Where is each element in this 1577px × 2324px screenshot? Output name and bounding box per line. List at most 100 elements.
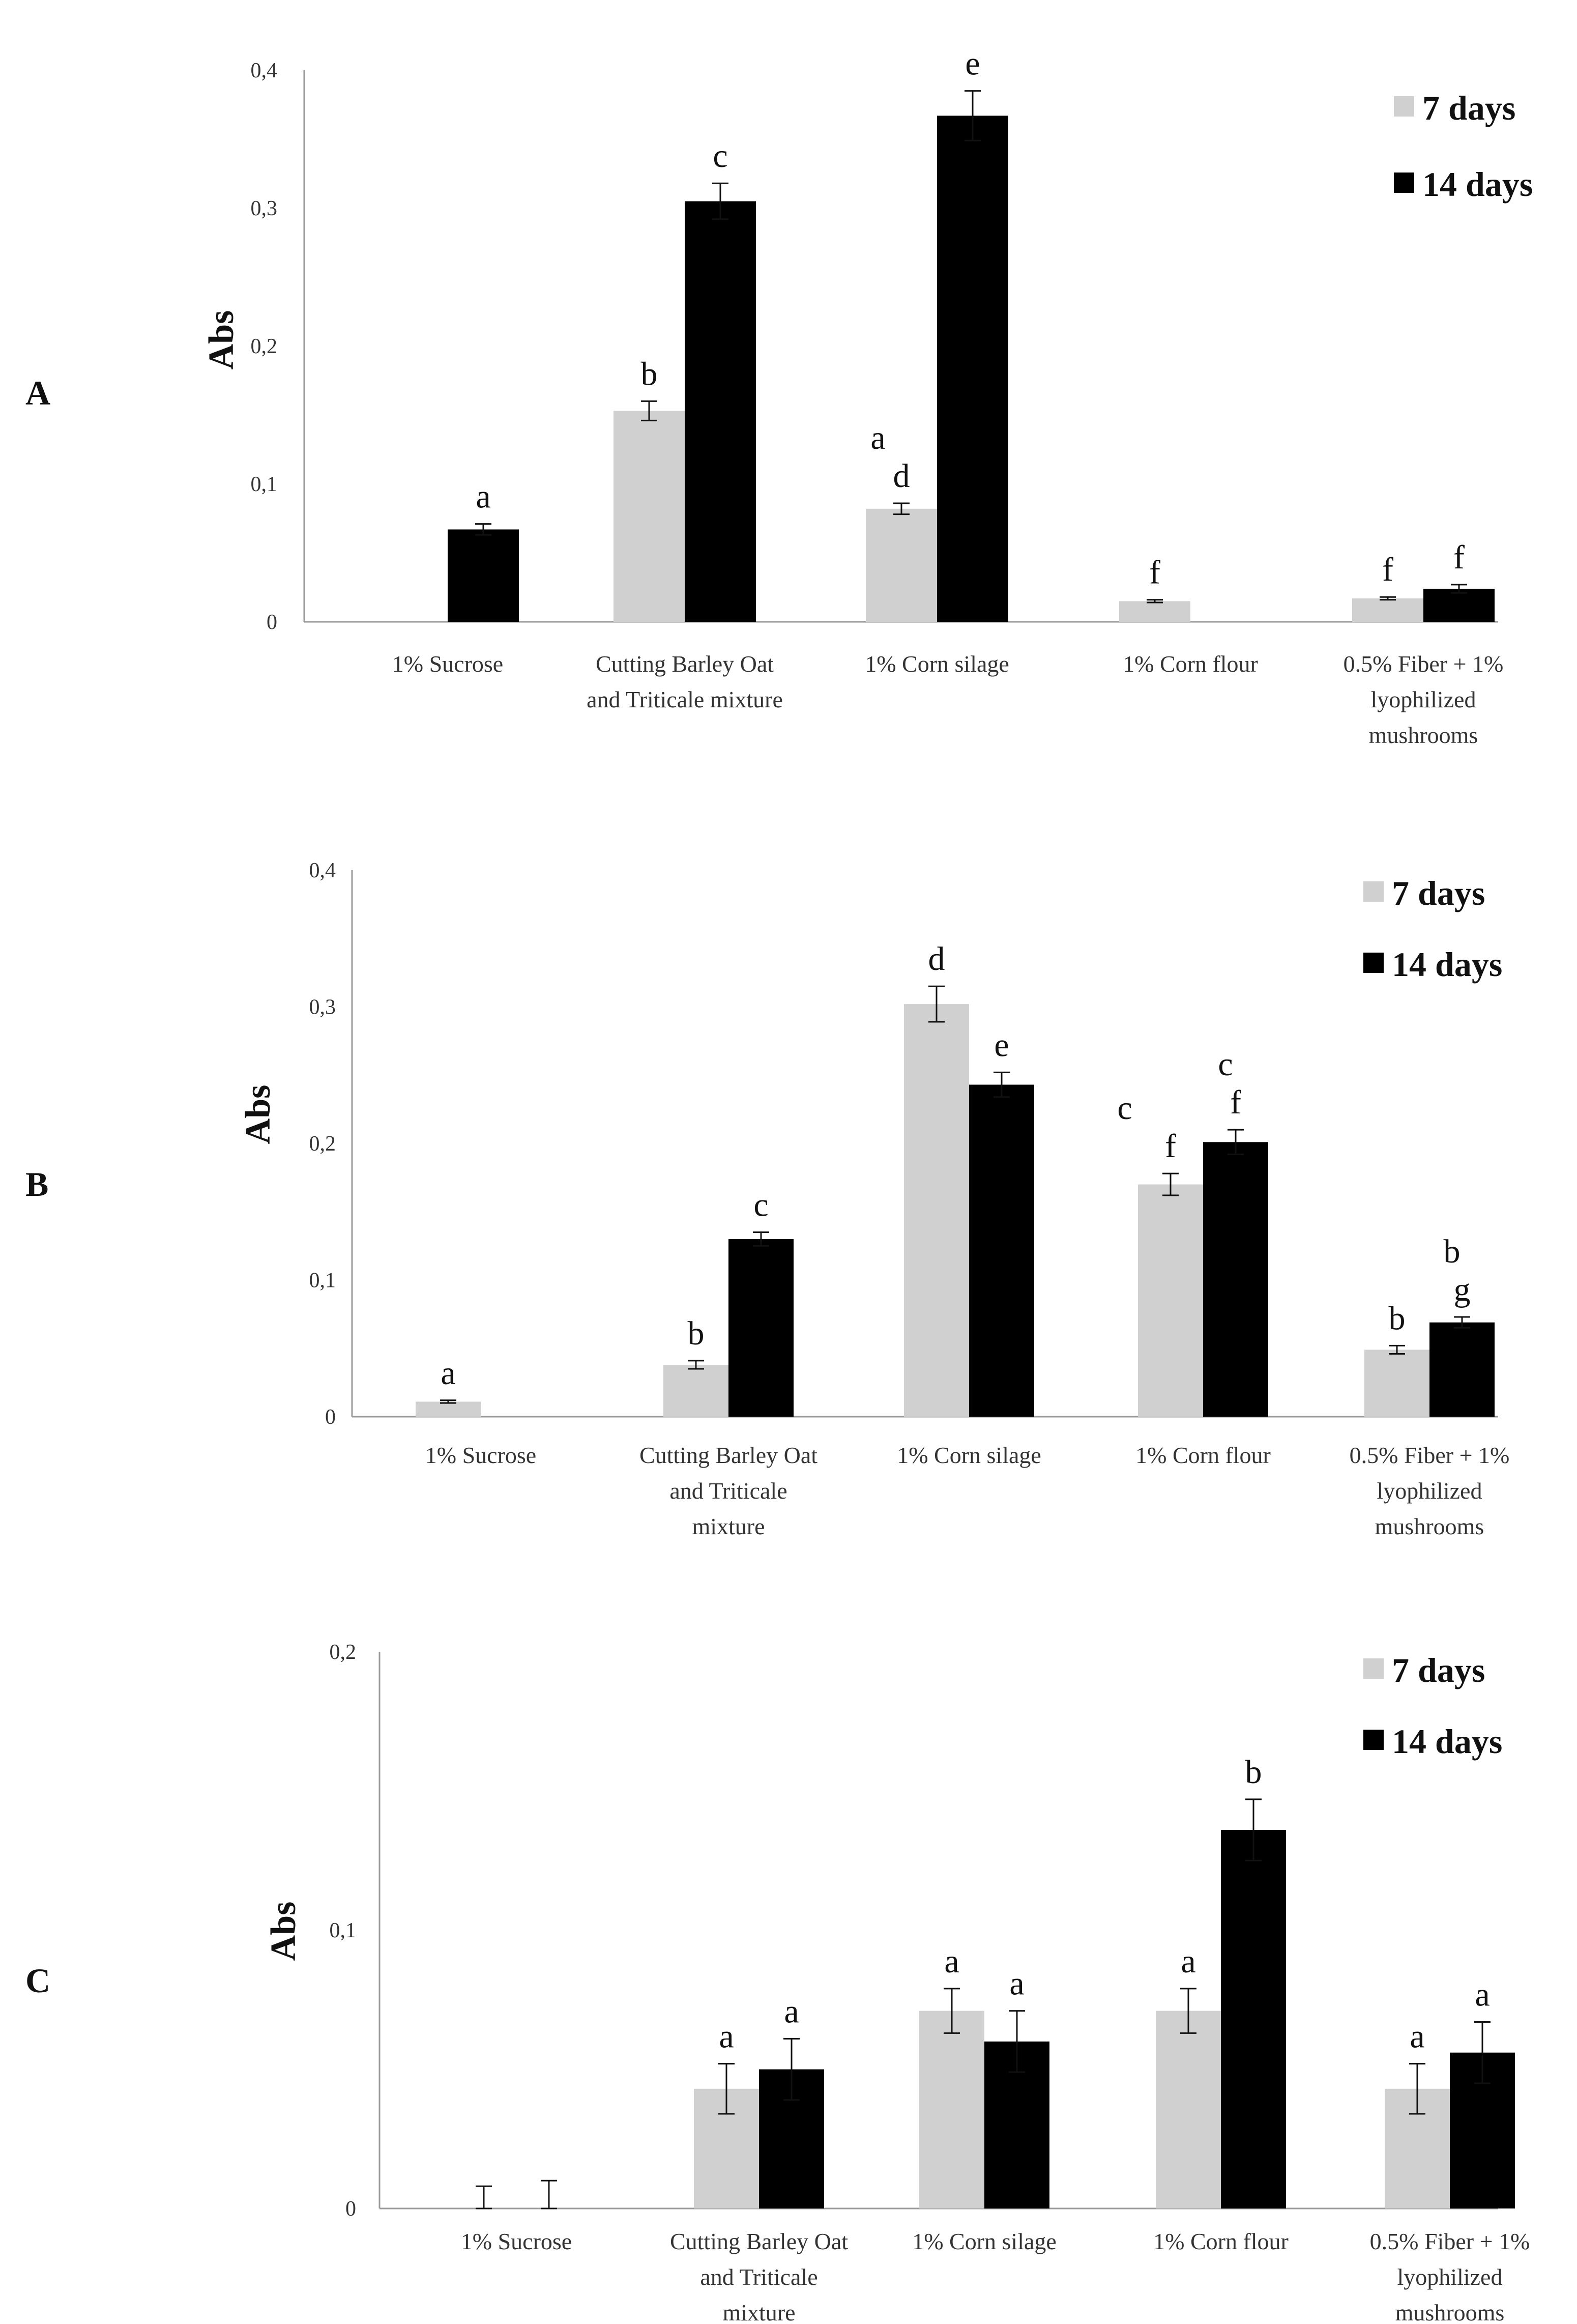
error-bar [893, 502, 910, 515]
legend-label-14-days: 14 days [1392, 945, 1502, 984]
bar-14-days [969, 1084, 1034, 1417]
error-bar [753, 1231, 769, 1247]
error-bar [944, 1988, 960, 2034]
bar-7-days [663, 1364, 728, 1417]
x-category-label: 1% Corn flour [1123, 651, 1258, 677]
error-bar [718, 2063, 735, 2115]
legend-label-7-days: 7 days [1422, 89, 1515, 127]
error-bar [1389, 1344, 1405, 1355]
y-tick-label: 0,4 [309, 859, 336, 882]
legend-label-14-days: 14 days [1422, 165, 1533, 204]
bar-14-days [1423, 588, 1495, 622]
error-bar [476, 2185, 492, 2210]
x-category-label: 0.5% Fiber + 1% lyophilized mushrooms [1370, 2228, 1530, 2324]
error-bar [641, 400, 657, 421]
y-axis-label-a: Abs [202, 310, 241, 370]
significance-letter: a [476, 478, 490, 515]
significance-letter: g [1454, 1271, 1471, 1308]
y-tick-label: 0,2 [330, 1641, 357, 1664]
x-category-label: 1% Corn silage [897, 1442, 1041, 1468]
x-category-label: 1% Sucrose [392, 651, 503, 677]
panel-letter-b: B [25, 1165, 48, 1203]
significance-letter-secondary: a [870, 419, 885, 456]
y-tick-label: 0,1 [309, 1269, 336, 1293]
bar-7-days [1138, 1184, 1203, 1417]
x-category-label: 1% Corn flour [1153, 2228, 1289, 2254]
legend-swatch-14-days [1394, 173, 1414, 193]
error-bar [541, 2179, 557, 2210]
legend-label-7-days: 7 days [1392, 874, 1485, 912]
bar-7-days [1156, 2011, 1221, 2208]
bar-14-days [1203, 1142, 1268, 1417]
significance-letter: f [1165, 1128, 1176, 1165]
bar-7-days [614, 411, 685, 622]
significance-letter: a [719, 2018, 734, 2055]
x-category-label: 1% Sucrose [425, 1442, 536, 1468]
x-category-label: Cutting Barley Oat and Triticale mixture [670, 2228, 848, 2324]
significance-letter-secondary: b [1444, 1233, 1461, 1270]
significance-letter: b [688, 1315, 705, 1352]
bar-7-days [866, 508, 937, 622]
error-bar [475, 523, 491, 536]
error-bar [1162, 1172, 1179, 1196]
panel-letter-a: A [25, 374, 50, 412]
y-tick-label: 0,2 [309, 1132, 336, 1156]
significance-letter: d [893, 457, 910, 495]
plot-area-c: 0 0,1 0,2 a a a a a a b a 1% Sucrose Cutting Barley … [330, 1641, 1530, 2324]
panel-c: C Abs 0 0,1 0,2 a a a a a a b a 1% Sucrose Cutting B… [25, 1641, 1530, 2324]
significance-letter: a [1181, 1943, 1195, 1980]
significance-letter: b [1245, 1754, 1262, 1791]
bar-14-days [937, 116, 1008, 622]
significance-letter-secondary: c [1117, 1089, 1132, 1127]
significance-letter: b [1389, 1300, 1406, 1337]
x-category-label: Cutting Barley Oat and Triticale mixture [639, 1442, 817, 1539]
error-bar [1409, 2063, 1425, 2115]
significance-letter: f [1382, 551, 1393, 588]
x-category-label: 1% Corn silage [912, 2228, 1057, 2254]
legend: 7 days 14 days [1363, 1651, 1502, 1761]
y-tick-label: 0,3 [309, 996, 336, 1019]
significance-letter: a [1009, 1965, 1024, 2002]
bar-14-days [1429, 1322, 1495, 1417]
y-tick-label: 0 [345, 2197, 356, 2221]
significance-letter: a [1410, 2018, 1424, 2055]
error-bar [1451, 584, 1467, 594]
significance-letter: d [928, 940, 945, 978]
y-tick-label: 0,1 [330, 1919, 357, 1942]
x-category-label: 1% Corn silage [865, 651, 1009, 677]
significance-letter: c [713, 137, 727, 175]
significance-letter: a [1475, 1976, 1490, 2014]
x-category-label: 1% Sucrose [461, 2228, 572, 2254]
error-bar [1474, 2021, 1491, 2084]
legend-swatch-7-days [1363, 881, 1384, 902]
bar-7-days [904, 1004, 969, 1417]
y-tick-label: 0 [325, 1405, 336, 1429]
significance-letter: e [994, 1026, 1009, 1064]
legend-swatch-14-days [1363, 1730, 1384, 1750]
bar-14-days [685, 201, 756, 622]
significance-letter: f [1230, 1084, 1241, 1121]
legend: 7 days 14 days [1363, 874, 1502, 984]
bar-7-days [919, 2011, 984, 2208]
error-bar [712, 182, 728, 220]
y-axis-label-c: Abs [264, 1902, 303, 1961]
error-bar [1009, 2010, 1025, 2073]
x-category-label: 0.5% Fiber + 1% lyophilized mushrooms [1344, 651, 1504, 748]
error-bar [1228, 1129, 1244, 1155]
y-tick-label: 0,1 [251, 473, 278, 496]
x-category-label: 0.5% Fiber + 1% lyophilized mushrooms [1350, 1442, 1510, 1539]
bar-14-days [1221, 1830, 1286, 2208]
y-axis-label-b: Abs [239, 1085, 278, 1144]
legend-swatch-7-days [1363, 1658, 1384, 1679]
y-tick-label: 0 [267, 611, 277, 634]
error-bar [1180, 1988, 1196, 2034]
bar-14-days [448, 529, 519, 622]
bar-14-days [728, 1239, 794, 1417]
x-category-label: 1% Corn flour [1135, 1442, 1271, 1468]
error-bar [1147, 599, 1163, 604]
